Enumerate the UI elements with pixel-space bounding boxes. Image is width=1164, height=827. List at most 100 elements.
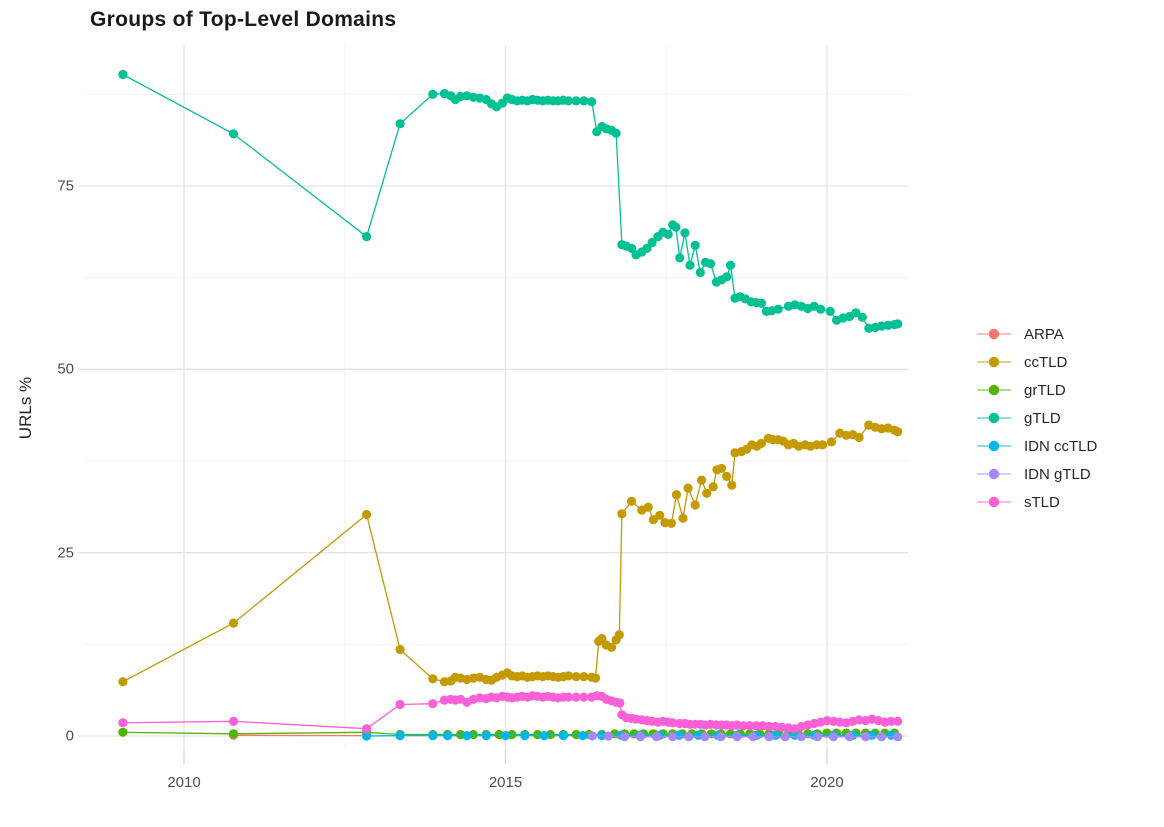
legend-item-stld: sTLD	[976, 488, 1097, 516]
data-point	[773, 304, 783, 314]
data-point	[614, 630, 624, 640]
data-point	[571, 672, 581, 682]
data-point	[647, 237, 657, 248]
data-point	[395, 119, 405, 129]
data-point	[571, 96, 581, 106]
data-point	[678, 513, 688, 523]
series-gtld	[118, 69, 903, 333]
data-point	[619, 732, 630, 742]
data-point	[587, 97, 597, 107]
data-point	[118, 718, 128, 728]
data-point	[756, 298, 767, 308]
legend-key-dot	[988, 384, 1000, 396]
x-tick-label: 2015	[488, 774, 523, 791]
data-point	[362, 724, 372, 734]
data-point	[481, 731, 491, 741]
data-point	[764, 732, 774, 742]
data-point	[751, 721, 761, 731]
data-point	[539, 731, 549, 741]
data-point	[684, 732, 694, 742]
x-tick-label: 2020	[810, 774, 844, 791]
data-point	[428, 674, 438, 684]
data-point	[700, 732, 710, 742]
legend-label: IDN gTLD	[1024, 465, 1091, 483]
legend-key-dot	[988, 440, 1000, 452]
data-point	[697, 475, 707, 485]
data-point	[362, 232, 372, 242]
data-point	[816, 304, 826, 314]
data-point	[462, 731, 472, 741]
data-point	[228, 729, 239, 739]
data-point	[626, 243, 637, 253]
data-point	[362, 509, 372, 520]
series-cctld	[118, 420, 903, 687]
data-point	[520, 731, 530, 741]
data-point	[796, 732, 806, 742]
data-point	[362, 731, 372, 741]
y-axis-title: URLs %	[16, 376, 35, 440]
legend-key-icon	[977, 496, 1011, 508]
data-point	[597, 633, 607, 644]
data-point	[579, 672, 589, 682]
data-point	[587, 731, 597, 741]
data-point	[500, 731, 511, 741]
data-point	[663, 229, 673, 239]
legend-item-gtld: gTLD	[976, 404, 1097, 432]
data-point	[615, 698, 625, 708]
data-point	[428, 89, 438, 99]
data-point	[611, 128, 621, 138]
data-point	[671, 222, 681, 232]
data-point	[817, 440, 828, 450]
data-point	[738, 721, 749, 731]
legend-item-cctld: ccTLD	[976, 348, 1097, 376]
data-point	[563, 96, 574, 106]
data-point	[851, 308, 861, 318]
data-point	[671, 490, 682, 500]
data-point	[118, 69, 128, 80]
data-point	[893, 732, 903, 742]
data-point	[571, 692, 581, 702]
data-point	[893, 716, 903, 726]
data-point	[635, 732, 646, 742]
data-point	[590, 673, 601, 683]
data-point	[828, 732, 839, 742]
data-point	[690, 240, 700, 250]
data-point	[756, 438, 767, 448]
legend-key-icon	[977, 328, 1011, 340]
legend-key-icon	[977, 384, 1011, 396]
data-point	[745, 721, 755, 731]
data-point	[683, 483, 693, 493]
y-tick-label: 50	[57, 360, 74, 378]
data-point	[780, 732, 790, 742]
data-point	[579, 692, 589, 702]
data-point	[579, 96, 589, 106]
data-point	[764, 721, 774, 732]
data-point	[825, 306, 835, 316]
data-point	[716, 463, 727, 473]
legend-item-grtld: grTLD	[976, 376, 1097, 404]
data-point	[702, 488, 712, 498]
chart-title: Groups of Top-Level Domains	[90, 8, 397, 31]
data-point	[675, 253, 685, 263]
legend-label: gTLD	[1024, 409, 1061, 427]
legend-key-dot	[988, 328, 1000, 340]
data-point	[826, 437, 837, 447]
series-idn-gtld	[587, 731, 903, 742]
data-point	[716, 732, 726, 742]
legend-label: ARPA	[1024, 325, 1064, 343]
data-point	[748, 732, 758, 742]
legend-key-dot	[988, 356, 1000, 368]
legend-key-icon	[977, 468, 1011, 480]
data-point	[118, 677, 128, 687]
data-point	[857, 312, 867, 322]
data-point	[395, 731, 405, 741]
data-point	[666, 518, 677, 528]
data-point	[886, 716, 896, 726]
data-point	[861, 732, 871, 742]
data-point	[893, 427, 903, 437]
data-point	[680, 228, 690, 238]
data-point	[228, 618, 239, 628]
data-point	[395, 699, 405, 710]
legend-key-icon	[977, 356, 1011, 368]
